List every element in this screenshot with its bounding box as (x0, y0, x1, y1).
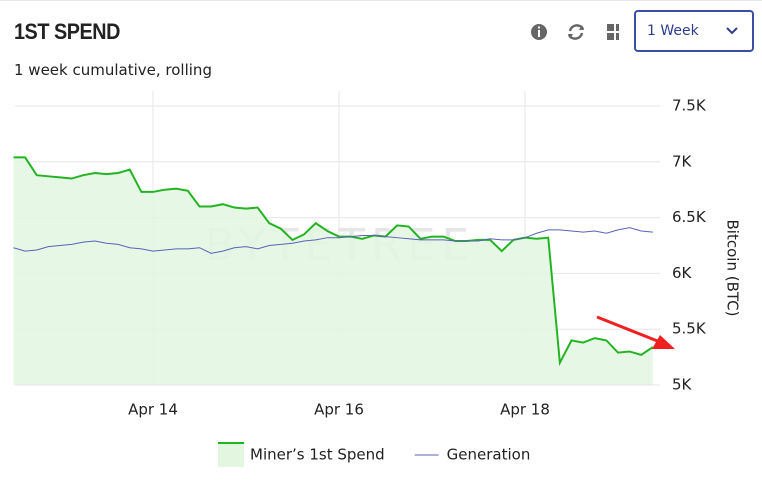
y-axis-label: Bitcoin (BTC) (724, 220, 742, 317)
area (13, 157, 653, 385)
x-tick-label: Apr 14 (128, 401, 178, 419)
y-tick-label: 5.5K (672, 320, 707, 338)
x-tick-label: Apr 16 (314, 401, 364, 419)
grid-icon[interactable] (607, 24, 619, 40)
dropdown-caret (726, 27, 738, 35)
legend-swatch (218, 442, 244, 467)
y-tick-label: 6.5K (672, 208, 707, 226)
annotation-arrowhead (652, 335, 675, 349)
line (13, 156, 654, 367)
y-tick-label: 7K (672, 152, 693, 170)
range-label: 1 Week (647, 23, 699, 39)
y-tick-label: 6K (672, 264, 693, 282)
subtitle: 1 week cumulative, rolling (14, 61, 212, 79)
title: 1ST SPEND (14, 19, 120, 44)
legend-label: Miner’s 1st Spend (250, 446, 385, 464)
legend-label: Generation (447, 446, 531, 464)
y-tick-label: 7.5K (672, 97, 707, 115)
toolbar-icons (531, 24, 619, 40)
annotation-arrow (596, 315, 661, 344)
range-dropdown[interactable]: 1 Week (634, 10, 754, 52)
line (13, 227, 653, 254)
x-tick-label: Apr 18 (500, 401, 550, 419)
y-tick-label: 5K (672, 376, 693, 394)
